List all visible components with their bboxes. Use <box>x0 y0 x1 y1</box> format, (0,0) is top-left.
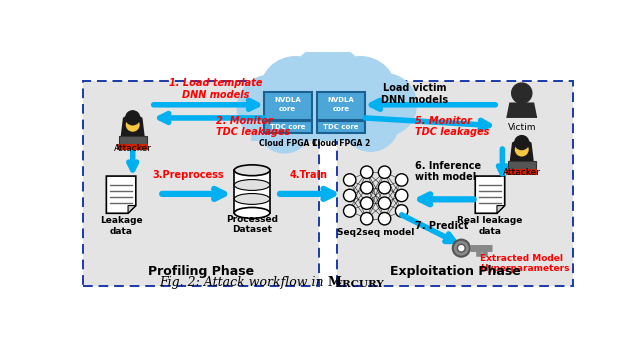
Circle shape <box>289 46 367 123</box>
Text: Victim: Victim <box>508 123 536 132</box>
Text: Seq2seq model: Seq2seq model <box>337 228 414 237</box>
Circle shape <box>396 174 408 186</box>
FancyBboxPatch shape <box>264 121 312 133</box>
Text: Extracted Model
Hyperparameters: Extracted Model Hyperparameters <box>480 254 570 273</box>
Circle shape <box>396 189 408 202</box>
Ellipse shape <box>234 193 270 204</box>
Circle shape <box>452 240 470 257</box>
Polygon shape <box>497 206 505 213</box>
Circle shape <box>325 57 396 128</box>
Text: Load victim
DNN models: Load victim DNN models <box>381 83 449 105</box>
Circle shape <box>344 205 356 217</box>
FancyBboxPatch shape <box>337 81 573 286</box>
Text: TDC core: TDC core <box>323 124 359 130</box>
Circle shape <box>360 197 373 209</box>
FancyBboxPatch shape <box>117 144 148 150</box>
Text: Cloud FPGA 2: Cloud FPGA 2 <box>312 139 371 148</box>
Text: NVDLA: NVDLA <box>328 97 355 103</box>
Text: Fig. 2: Attack workflow in: Fig. 2: Attack workflow in <box>159 276 328 289</box>
Text: TDC core: TDC core <box>270 124 305 130</box>
Polygon shape <box>120 112 145 141</box>
FancyBboxPatch shape <box>317 92 365 120</box>
Text: 5. Monitor
TDC leakages: 5. Monitor TDC leakages <box>415 116 489 137</box>
Ellipse shape <box>234 207 270 218</box>
Polygon shape <box>476 176 505 213</box>
Circle shape <box>360 212 373 225</box>
Text: core: core <box>333 106 349 112</box>
Text: 2. Monitor
TDC leakages: 2. Monitor TDC leakages <box>216 116 290 137</box>
Circle shape <box>515 143 528 156</box>
Circle shape <box>515 136 529 150</box>
FancyBboxPatch shape <box>83 81 319 286</box>
Circle shape <box>378 212 391 225</box>
Circle shape <box>378 197 391 209</box>
FancyBboxPatch shape <box>317 121 365 133</box>
Text: Profiling Phase: Profiling Phase <box>148 265 254 278</box>
Text: 3.Preprocess: 3.Preprocess <box>153 170 224 180</box>
Circle shape <box>360 166 373 178</box>
Polygon shape <box>509 137 534 166</box>
Text: 1. Load template
DNN models: 1. Load template DNN models <box>169 78 262 100</box>
Circle shape <box>378 181 391 194</box>
Text: ERCURY: ERCURY <box>334 280 384 289</box>
Circle shape <box>511 83 532 103</box>
Circle shape <box>127 119 139 131</box>
Text: Leakage
data: Leakage data <box>100 217 142 236</box>
FancyBboxPatch shape <box>508 161 536 170</box>
Polygon shape <box>106 176 136 213</box>
Ellipse shape <box>234 165 270 176</box>
Text: Cloud FPGA 1: Cloud FPGA 1 <box>259 139 317 148</box>
Circle shape <box>458 244 465 252</box>
Circle shape <box>344 189 356 202</box>
Text: Real leakage
data: Real leakage data <box>458 217 523 236</box>
FancyBboxPatch shape <box>506 169 537 175</box>
Circle shape <box>378 166 391 178</box>
Circle shape <box>396 205 408 217</box>
Circle shape <box>344 174 356 186</box>
Circle shape <box>343 95 399 151</box>
FancyBboxPatch shape <box>119 136 147 146</box>
Ellipse shape <box>234 180 270 190</box>
Circle shape <box>355 74 417 136</box>
Text: M: M <box>328 276 342 289</box>
Text: 7. Predict: 7. Predict <box>415 221 468 231</box>
Circle shape <box>360 181 373 194</box>
Polygon shape <box>506 102 537 118</box>
Text: Exploitation Phase: Exploitation Phase <box>390 265 520 278</box>
FancyBboxPatch shape <box>250 99 390 141</box>
Text: Attacker: Attacker <box>114 144 152 152</box>
Circle shape <box>260 57 331 128</box>
FancyBboxPatch shape <box>234 170 270 213</box>
Text: NVDLA: NVDLA <box>275 97 301 103</box>
Text: Processed
Dataset: Processed Dataset <box>226 215 278 234</box>
Text: 6. Inference
with model: 6. Inference with model <box>415 161 481 182</box>
Circle shape <box>257 99 312 153</box>
FancyBboxPatch shape <box>264 92 312 120</box>
Polygon shape <box>128 206 136 213</box>
Text: core: core <box>279 106 296 112</box>
Text: Attacker: Attacker <box>503 168 541 177</box>
Text: 4.Train: 4.Train <box>290 170 328 180</box>
Circle shape <box>237 75 303 140</box>
Circle shape <box>125 111 140 125</box>
